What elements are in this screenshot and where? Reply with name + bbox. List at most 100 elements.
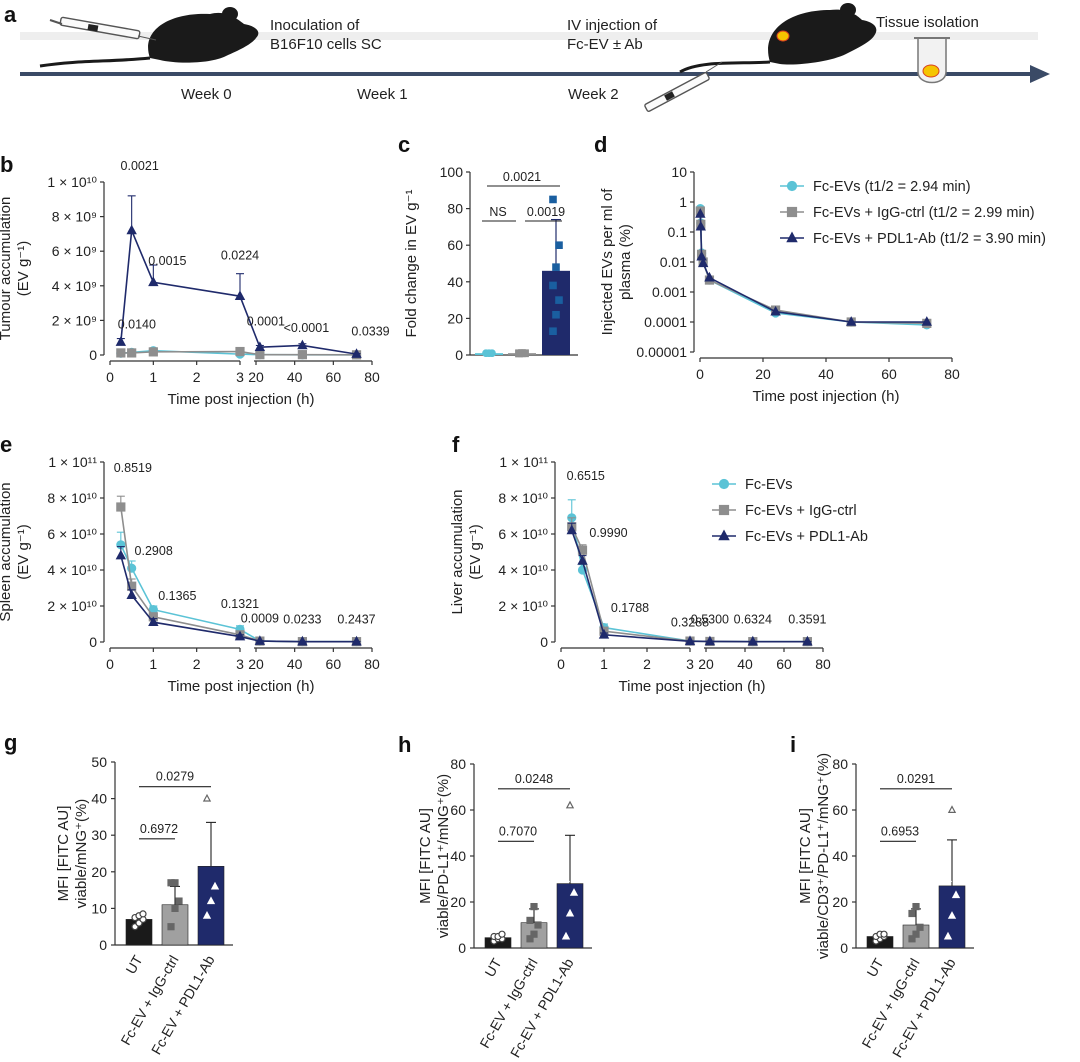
data-point bbox=[530, 930, 538, 938]
data-point bbox=[521, 349, 529, 358]
y-tick-label: 1 × 10¹¹ bbox=[499, 454, 548, 470]
x-tick-label: 20 bbox=[248, 656, 264, 672]
panel-a: a Inoculation of B16F10 cells SC IV inje… bbox=[4, 2, 1050, 112]
data-point bbox=[704, 271, 715, 282]
data-point bbox=[115, 336, 127, 346]
data-point bbox=[549, 327, 557, 336]
data-point bbox=[598, 628, 610, 639]
p-value-annotation: 0.3288 bbox=[671, 616, 709, 630]
data-point bbox=[175, 897, 183, 905]
y-tick-label: 1 × 10¹⁰ bbox=[47, 174, 97, 190]
data-point bbox=[534, 921, 542, 929]
timeline-event-2b: Fc-EV ± Ab bbox=[567, 36, 643, 53]
category-label: UT bbox=[481, 955, 504, 980]
data-point bbox=[498, 930, 506, 938]
series bbox=[695, 206, 932, 328]
legend-entry: Fc-EVs + PDL1-Ab (t1/2 = 3.90 min) bbox=[813, 231, 1046, 247]
x-tick-label: 2 bbox=[193, 369, 201, 385]
legend-swatch-marker bbox=[718, 504, 730, 516]
legend-swatch-marker bbox=[786, 206, 798, 218]
panel-label-d: d bbox=[594, 132, 607, 157]
y-tick-label: 40 bbox=[450, 848, 466, 864]
data-point bbox=[845, 316, 857, 326]
x-tick-label: 2 bbox=[193, 656, 201, 672]
y-axis-label: Liver accumulation bbox=[449, 489, 466, 614]
y-tick-label: 6 × 10⁹ bbox=[52, 243, 97, 259]
data-point bbox=[577, 555, 588, 565]
data-point bbox=[255, 350, 265, 360]
data-point bbox=[696, 250, 707, 261]
data-point bbox=[167, 923, 175, 931]
legend-swatch-marker bbox=[718, 529, 730, 541]
data-point bbox=[126, 224, 137, 235]
p-value-annotation: 0.8519 bbox=[114, 461, 152, 475]
y-tick-label: 4 × 10¹⁰ bbox=[498, 562, 548, 578]
y-tick-label: 6 × 10¹⁰ bbox=[47, 526, 97, 542]
series-fc-evs-pdl1-ab bbox=[566, 522, 813, 646]
category-label: UT bbox=[863, 955, 886, 980]
data-point bbox=[908, 935, 916, 943]
x-tick-label: 2 bbox=[643, 656, 651, 672]
y-tick-label: 100 bbox=[440, 164, 464, 180]
data-point bbox=[569, 888, 579, 896]
panel-label-f: f bbox=[452, 432, 460, 457]
x-axis-label: Time post injection (h) bbox=[168, 391, 315, 408]
bracket-label: 0.0021 bbox=[503, 170, 541, 184]
series-line bbox=[120, 506, 241, 636]
data-point bbox=[951, 890, 961, 899]
timeline-event-3: Tissue isolation bbox=[876, 14, 979, 31]
y-tick-label: 2 × 10¹⁰ bbox=[498, 598, 548, 614]
data-point bbox=[916, 923, 924, 931]
y-tick-label: 40 bbox=[447, 274, 463, 290]
data-point bbox=[912, 902, 920, 911]
data-point bbox=[254, 341, 266, 352]
data-point bbox=[943, 931, 953, 940]
y-tick-label: 8 × 10¹⁰ bbox=[498, 490, 548, 506]
y-axis-label-unit: (EV g⁻¹) bbox=[467, 524, 484, 579]
legend-entry: Fc-EVs bbox=[745, 477, 793, 493]
data-point bbox=[561, 874, 571, 883]
y-tick-label: 80 bbox=[447, 201, 463, 217]
series-line bbox=[571, 526, 691, 642]
y-tick-label: 0.01 bbox=[660, 254, 687, 270]
data-point bbox=[697, 257, 709, 268]
data-point bbox=[947, 911, 957, 919]
y-tick-label: 2 × 10⁹ bbox=[52, 312, 97, 328]
p-value-annotation: 0.6515 bbox=[567, 469, 605, 483]
data-point bbox=[171, 904, 179, 913]
data-point bbox=[770, 305, 781, 316]
y-tick-label: 20 bbox=[450, 894, 466, 910]
bracket-label: 0.0291 bbox=[897, 772, 935, 786]
data-point bbox=[351, 348, 362, 358]
legend-swatch-marker bbox=[718, 478, 730, 490]
p-value-annotation: 0.0015 bbox=[148, 254, 186, 268]
x-tick-label: 40 bbox=[287, 369, 303, 385]
week-1-label: Week 1 bbox=[357, 86, 408, 103]
data-point bbox=[552, 310, 560, 319]
y-axis-label-unit: viable/mNG⁺(%) bbox=[73, 799, 90, 909]
bracket-label: 0.6953 bbox=[881, 824, 919, 838]
data-point bbox=[704, 635, 716, 646]
legend-swatch-marker bbox=[786, 180, 798, 192]
syringe-icon bbox=[49, 16, 157, 41]
data-point bbox=[206, 896, 216, 905]
y-axis-label-unit: (EV g⁻¹) bbox=[15, 241, 32, 296]
series-line bbox=[120, 544, 241, 631]
y-tick-label: 4 × 10¹⁰ bbox=[47, 562, 97, 578]
panel-f: f 0 2 × 10¹⁰ 4 × 10¹⁰ 6 × 10¹⁰ 8 × 10¹⁰ 1 × 10… bbox=[449, 432, 868, 695]
y-tick-label: 0 bbox=[840, 940, 848, 956]
y-tick-label: 0 bbox=[89, 634, 97, 650]
data-point bbox=[488, 349, 496, 357]
timeline-band bbox=[20, 32, 1038, 40]
x-tick-label: 20 bbox=[698, 656, 714, 672]
y-tick-label: 30 bbox=[91, 827, 107, 843]
panel-label-b: b bbox=[0, 152, 13, 177]
timeline-event-1b: B16F10 cells SC bbox=[270, 36, 382, 53]
data-point bbox=[908, 909, 916, 918]
p-value-annotation: 0.5300 bbox=[691, 612, 729, 626]
series-line bbox=[120, 350, 241, 354]
y-tick-label: 2 × 10¹⁰ bbox=[47, 598, 97, 614]
x-tick-label: 40 bbox=[818, 366, 834, 382]
bracket-label: NS bbox=[489, 205, 506, 219]
